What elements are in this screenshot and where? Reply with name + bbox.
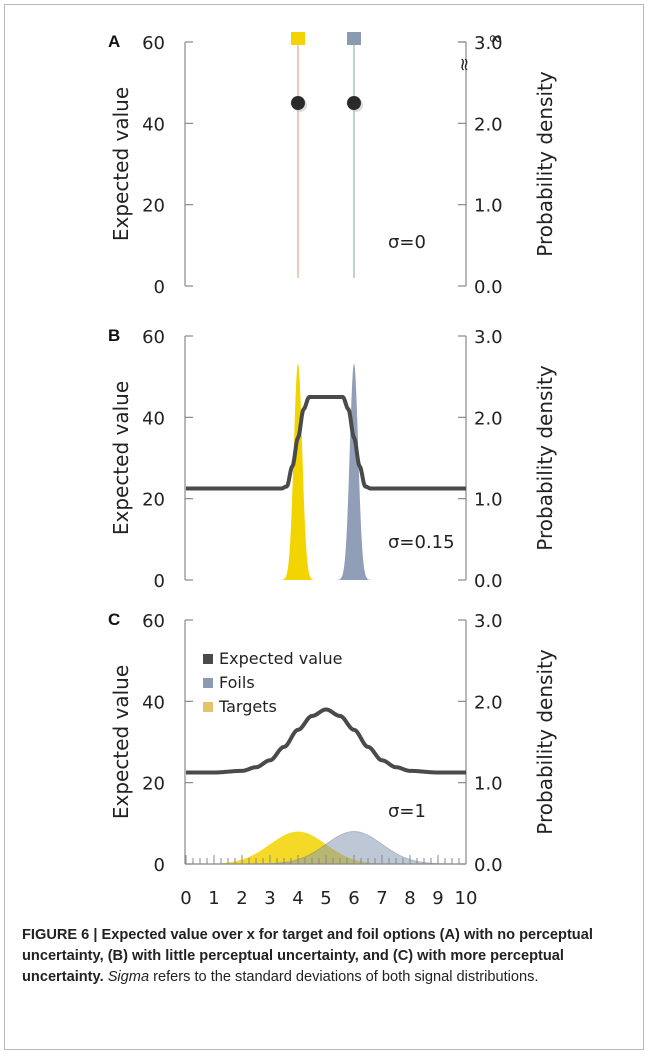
legend-swatch (203, 654, 213, 664)
axis-break-gap (462, 62, 470, 69)
right-tick-label: 0.0 (474, 855, 503, 876)
panel-a: A 0 20 40 60 Expected value 0.0 1.0 2.0 3.0 Probab… (108, 28, 557, 298)
expected-value-curve (184, 707, 468, 775)
legend-label: Expected value (219, 649, 342, 668)
right-tick-label: 2.0 (474, 692, 503, 713)
targets-distribution (186, 831, 410, 864)
x-tick-label: 9 (432, 888, 443, 909)
x-tick-label: 4 (292, 888, 303, 909)
x-tick-label: 5 (320, 888, 331, 909)
left-tick-label: 60 (142, 611, 165, 632)
sigma-annotation: σ=0 (388, 232, 426, 253)
right-axis-title: Probability density (533, 71, 557, 257)
legend-label: Targets (218, 697, 277, 716)
panel-letter: C (108, 610, 120, 629)
x-tick-label: 6 (348, 888, 359, 909)
left-tick-label: 40 (142, 692, 165, 713)
x-tick-label: 10 (455, 888, 478, 909)
left-tick-label: 20 (142, 196, 165, 217)
right-tick-label: 2.0 (474, 114, 503, 135)
left-tick-label: 40 (142, 114, 165, 135)
right-tick-label: 2.0 (474, 408, 503, 429)
right-tick-label: 1.0 (474, 490, 503, 511)
x-tick-label: 0 (180, 888, 191, 909)
sigma-annotation: σ=1 (388, 801, 426, 822)
left-axis-title: Expected value (109, 381, 133, 535)
targets-distribution (281, 363, 315, 580)
left-tick-label: 20 (142, 774, 165, 795)
left-tick-label: 0 (154, 277, 165, 298)
right-tick-label: 1.0 (474, 196, 503, 217)
x-tick-label: 3 (264, 888, 275, 909)
foil-infinity-marker (347, 32, 361, 45)
x-tick-label: 2 (236, 888, 247, 909)
legend: Expected value Foils Targets (203, 649, 342, 716)
left-tick-label: 0 (154, 855, 165, 876)
x-tick-label: 1 (208, 888, 219, 909)
right-tick-label: 3.0 (474, 33, 503, 54)
target-infinity-marker (291, 32, 305, 45)
right-tick-label: 0.0 (474, 277, 503, 298)
x-tick-label: 8 (404, 888, 415, 909)
left-tick-label: 60 (142, 33, 165, 54)
infinity-tick-label: ∞ (488, 28, 503, 49)
foil-expected-value-dot (347, 96, 361, 110)
left-tick-label: 60 (142, 327, 165, 348)
right-tick-label: 3.0 (474, 327, 503, 348)
panel-b: B 0 20 40 60 Expected value 0.0 1.0 2.0 3.0 Probab… (108, 326, 557, 592)
expected-value-curve (184, 395, 468, 491)
legend-swatch (203, 678, 213, 688)
right-tick-label: 1.0 (474, 774, 503, 795)
sigma-annotation: σ=0.15 (388, 532, 455, 553)
legend-label: Foils (219, 673, 255, 692)
x-tick-label: 7 (376, 888, 387, 909)
figure-caption: FIGURE 6 | Expected value over x for tar… (22, 925, 622, 988)
axis-break-symbol: ≈ (454, 57, 475, 72)
panel-letter: A (108, 32, 120, 51)
left-tick-label: 40 (142, 408, 165, 429)
legend-swatch (203, 702, 213, 712)
right-axis-title: Probability density (533, 649, 557, 835)
foils-distribution (337, 363, 371, 580)
caption-rest: refers to the standard deviations of bot… (149, 969, 539, 985)
right-axis-title: Probability density (533, 365, 557, 551)
target-expected-value-dot (291, 96, 305, 110)
left-tick-label: 0 (154, 571, 165, 592)
left-tick-label: 20 (142, 490, 165, 511)
caption-italic: Sigma (107, 969, 150, 985)
caption-bold: FIGURE 6 | Expected value over x for tar… (22, 927, 593, 985)
right-tick-label: 0.0 (474, 571, 503, 592)
figure-frame (4, 4, 644, 1050)
right-tick-label: 3.0 (474, 611, 503, 632)
panel-letter: B (108, 326, 120, 345)
left-axis-title: Expected value (109, 87, 133, 241)
left-axis-title: Expected value (109, 665, 133, 819)
